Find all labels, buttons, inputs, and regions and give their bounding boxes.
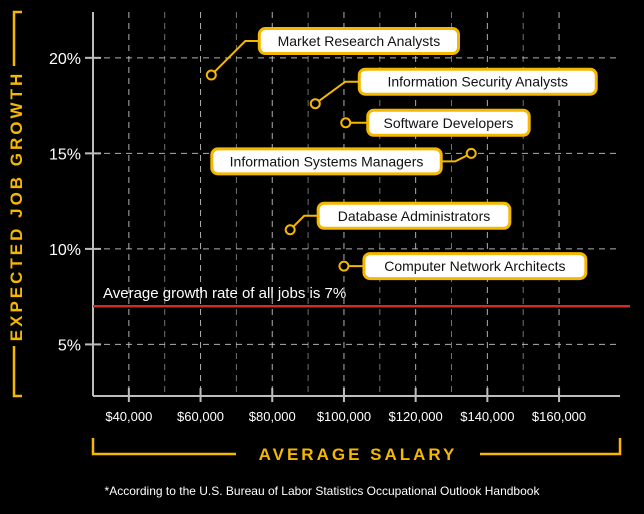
y-tick-label: 5% <box>58 337 81 354</box>
data-point <box>338 260 350 272</box>
point-label: Software Developers <box>383 115 513 131</box>
data-point-callout: Information Security Analysts <box>309 67 598 110</box>
y-tick-label: 20% <box>49 51 81 68</box>
reference-line-label: Average growth rate of all jobs is 7% <box>103 285 346 302</box>
x-bracket-right <box>480 438 622 456</box>
point-label: Market Research Analysts <box>278 33 441 49</box>
footnote: *According to the U.S. Bureau of Labor S… <box>104 484 540 498</box>
data-point <box>284 224 296 236</box>
callout-box <box>257 27 461 56</box>
x-tick-label: $120,000 <box>389 409 443 424</box>
data-point-callout: Information Systems Managers <box>210 147 477 176</box>
x-tick-label: $100,000 <box>317 409 371 424</box>
y-tick-label: 15% <box>49 146 81 163</box>
data-point <box>205 69 217 81</box>
data-point <box>340 117 352 129</box>
callout-box <box>357 67 598 96</box>
x-tick-label: $40,000 <box>105 409 152 424</box>
y-bracket-bottom <box>12 346 22 398</box>
y-axis-title: EXPECTED JOB GROWTH <box>7 71 26 341</box>
callout-box <box>366 108 531 137</box>
callout-connector <box>210 40 260 76</box>
data-point-callout: Database Administrators <box>284 201 512 236</box>
callout-connector <box>289 214 319 231</box>
data-point-callout: Market Research Analysts <box>205 27 461 81</box>
callout-connector <box>314 80 360 105</box>
x-tick-label: $140,000 <box>460 409 514 424</box>
x-tick-label: $60,000 <box>177 409 224 424</box>
data-point <box>465 147 477 159</box>
callout-connector <box>441 152 472 163</box>
x-bracket-left <box>91 438 236 456</box>
data-point-callout: Software Developers <box>340 108 531 137</box>
y-bracket-top <box>12 10 22 66</box>
point-label: Information Security Analysts <box>387 74 568 90</box>
callout-box <box>316 201 512 230</box>
x-axis-title: AVERAGE SALARY <box>259 445 458 464</box>
point-label: Information Systems Managers <box>230 153 424 169</box>
data-point-callout: Computer Network Architects <box>338 252 588 281</box>
x-tick-label: $80,000 <box>249 409 296 424</box>
data-point <box>309 98 321 110</box>
y-tick-label: 10% <box>49 242 81 259</box>
x-tick-label: $160,000 <box>532 409 586 424</box>
callout-box <box>210 147 443 176</box>
callout-box <box>362 252 588 281</box>
point-label: Computer Network Architects <box>384 258 565 274</box>
point-label: Database Administrators <box>338 208 491 224</box>
